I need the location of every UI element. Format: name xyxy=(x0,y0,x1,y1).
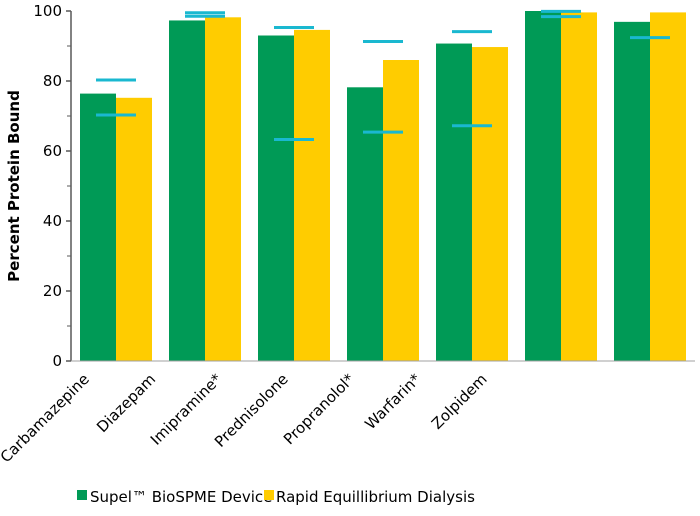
x-tick-label: Warfarin* xyxy=(361,370,424,433)
legend-label-red: Rapid Equillibrium Dialysis xyxy=(276,488,475,506)
bar-biospme-prednisolone xyxy=(347,87,383,362)
bar-red-warfarin xyxy=(561,12,597,362)
y-axis-title: Percent Protein Bound xyxy=(5,90,23,282)
x-tick-label: Zolpidem xyxy=(428,370,491,433)
bar-biospme-carbamazepine xyxy=(80,93,116,361)
x-tick-label: Carbamazepine xyxy=(0,370,93,466)
y-tick-label: 20 xyxy=(43,282,62,300)
bar-red-prednisolone xyxy=(383,60,419,361)
legend-label-biospme: Supel™ BioSPME Device xyxy=(90,488,272,506)
bar-red-imipramine xyxy=(294,29,330,362)
y-tick-label: 0 xyxy=(52,352,62,370)
y-tick-label: 40 xyxy=(43,212,62,230)
bar-red-diazepam xyxy=(205,17,241,362)
bar-biospme-warfarin xyxy=(525,11,561,361)
y-tick-label: 60 xyxy=(43,142,62,160)
y-tick-label: 80 xyxy=(43,72,62,90)
bar-red-carbamazepine xyxy=(116,97,152,362)
legend-swatch-biospme xyxy=(77,490,87,500)
legend: Supel™ BioSPME Device Rapid Equillibrium… xyxy=(77,488,475,506)
bar-biospme-zolpidem xyxy=(614,21,650,361)
bar-biospme-diazepam xyxy=(169,20,205,361)
y-tick-label: 100 xyxy=(33,2,62,20)
x-tick-label: Propranolol* xyxy=(280,370,358,448)
x-tick-label: Diazepam xyxy=(93,370,159,436)
bar-biospme-imipramine xyxy=(258,35,294,361)
legend-swatch-red xyxy=(264,490,274,500)
bar-red-zolpidem xyxy=(650,12,686,362)
bar-biospme-propranolol xyxy=(436,43,472,362)
bar-red-propranolol xyxy=(472,47,508,362)
